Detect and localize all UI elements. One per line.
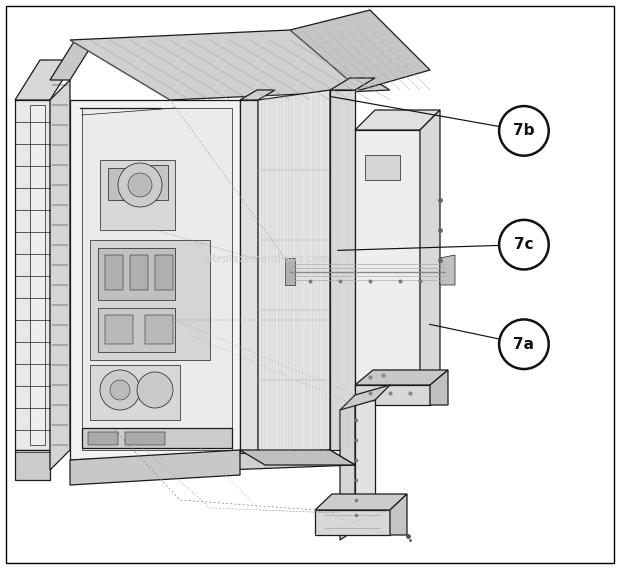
- Polygon shape: [240, 450, 355, 465]
- Circle shape: [137, 372, 173, 408]
- Polygon shape: [15, 60, 75, 100]
- Polygon shape: [355, 110, 440, 130]
- Polygon shape: [98, 308, 175, 352]
- Polygon shape: [240, 100, 258, 460]
- Polygon shape: [340, 400, 355, 540]
- Polygon shape: [390, 494, 407, 535]
- Polygon shape: [430, 370, 448, 405]
- Polygon shape: [105, 315, 133, 344]
- Polygon shape: [420, 110, 440, 390]
- Circle shape: [499, 220, 549, 270]
- Polygon shape: [30, 105, 45, 445]
- Polygon shape: [15, 100, 50, 450]
- Polygon shape: [108, 168, 145, 200]
- Polygon shape: [145, 315, 173, 344]
- Polygon shape: [290, 10, 430, 90]
- Polygon shape: [98, 248, 175, 300]
- Polygon shape: [340, 385, 390, 410]
- Polygon shape: [130, 255, 148, 290]
- Text: 7c: 7c: [514, 237, 534, 252]
- Polygon shape: [88, 432, 118, 445]
- Polygon shape: [155, 255, 173, 290]
- Polygon shape: [150, 165, 168, 200]
- Polygon shape: [70, 450, 240, 485]
- Polygon shape: [440, 255, 455, 285]
- Polygon shape: [70, 100, 240, 460]
- Polygon shape: [355, 385, 430, 405]
- Polygon shape: [90, 240, 210, 360]
- Polygon shape: [50, 40, 95, 80]
- Circle shape: [128, 173, 152, 197]
- Polygon shape: [125, 432, 165, 445]
- Polygon shape: [82, 428, 232, 448]
- Polygon shape: [330, 78, 375, 90]
- Polygon shape: [90, 365, 180, 420]
- Polygon shape: [15, 450, 50, 480]
- Polygon shape: [100, 160, 175, 230]
- Circle shape: [110, 380, 130, 400]
- Polygon shape: [315, 510, 390, 535]
- Polygon shape: [105, 255, 123, 290]
- Polygon shape: [285, 258, 295, 285]
- Polygon shape: [70, 30, 390, 100]
- Polygon shape: [70, 450, 355, 475]
- Polygon shape: [50, 80, 70, 470]
- Polygon shape: [330, 90, 355, 450]
- Text: 7a: 7a: [513, 337, 534, 352]
- Polygon shape: [365, 155, 400, 180]
- Text: 7b: 7b: [513, 123, 534, 138]
- Polygon shape: [258, 90, 330, 460]
- Text: eReplacementParts.com: eReplacementParts.com: [203, 254, 330, 264]
- Polygon shape: [355, 130, 420, 390]
- Circle shape: [100, 370, 140, 410]
- Polygon shape: [315, 494, 407, 510]
- Polygon shape: [355, 370, 448, 385]
- Circle shape: [499, 106, 549, 156]
- Polygon shape: [240, 90, 275, 100]
- Polygon shape: [355, 400, 375, 530]
- Circle shape: [499, 319, 549, 369]
- Polygon shape: [82, 108, 232, 450]
- Circle shape: [118, 163, 162, 207]
